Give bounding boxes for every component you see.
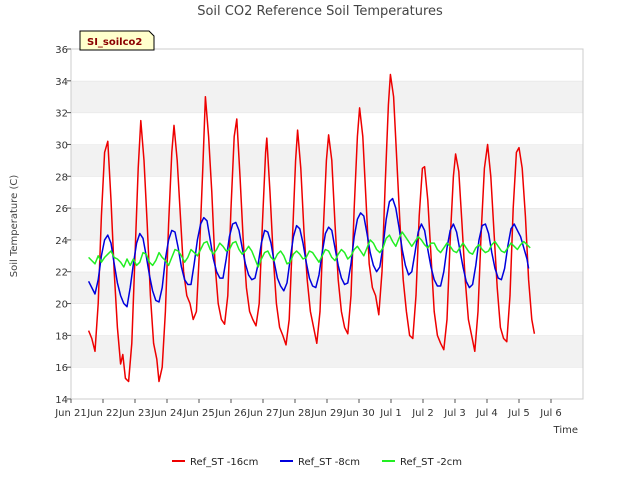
y-tick-label: 18	[55, 331, 68, 342]
x-tick-label: Jun 24	[150, 408, 183, 419]
grid-band	[71, 367, 583, 399]
series-layer	[87, 73, 536, 383]
series-line-1	[87, 73, 536, 383]
grid-band	[71, 303, 583, 336]
y-axis-label: Soil Temperature (C)	[9, 175, 20, 278]
series-line-2	[87, 197, 530, 308]
y-tick-label: 34	[55, 77, 68, 88]
chart-title: Soil CO2 Reference Soil Temperatures	[197, 4, 443, 19]
x-tick-label: Jun 25	[182, 408, 215, 419]
x-tick-label: Jul 1	[379, 408, 402, 419]
x-tick-label: Jun 28	[278, 408, 311, 419]
grid-band	[71, 208, 583, 240]
y-tick-label: 36	[55, 45, 68, 56]
site-badge: SI_soilco2	[79, 30, 155, 51]
y-tick-label: 24	[55, 236, 68, 247]
site-label: SI_soilco2	[87, 37, 142, 48]
legend: Ref_ST -16cm Ref_ST -8cm Ref_ST -2cm	[172, 457, 462, 468]
legend-label: Ref_ST -2cm	[400, 457, 462, 468]
x-axis-label: Time	[553, 425, 578, 436]
y-tick-label: 28	[55, 172, 68, 183]
grid-bands	[71, 48, 583, 399]
y-tick-label: 22	[55, 268, 68, 279]
x-tick-label: Jun 29	[310, 408, 343, 419]
x-axis: Jun 21 Jun 22 Jun 23 Jun 24 Jun 25 Jun 26 Jun …	[54, 399, 562, 419]
grid-band	[71, 271, 583, 304]
grid-band	[71, 49, 583, 81]
y-tick-label: 20	[55, 300, 68, 311]
x-tick-label: Jun 21	[54, 408, 87, 419]
x-tick-label: Jun 26	[214, 408, 247, 419]
x-tick-label: Jun 22	[86, 408, 119, 419]
y-tick-label: 30	[55, 140, 68, 151]
legend-label: Ref_ST -8cm	[298, 457, 360, 468]
x-tick-label: Jul 3	[443, 408, 466, 419]
x-tick-label: Jul 6	[539, 408, 562, 419]
grid-band	[71, 176, 583, 209]
y-tick-label: 26	[55, 204, 68, 215]
x-tick-label: Jun 30	[342, 408, 375, 419]
x-tick-label: Jul 4	[475, 408, 498, 419]
y-tick-label: 16	[55, 363, 68, 374]
y-axis: 14 16 18 20 22 24 26 28 30 32 34 36	[55, 45, 71, 406]
x-tick-label: Jul 5	[507, 408, 530, 419]
y-tick-label: 32	[55, 109, 68, 120]
x-tick-label: Jun 23	[118, 408, 151, 419]
grid-band	[71, 112, 583, 145]
x-tick-label: Jun 27	[246, 408, 279, 419]
x-tick-label: Jul 2	[411, 408, 434, 419]
grid-band	[71, 80, 583, 113]
series-line-3	[88, 231, 531, 268]
legend-label: Ref_ST -16cm	[190, 457, 258, 468]
y-tick-label: 14	[55, 395, 68, 406]
